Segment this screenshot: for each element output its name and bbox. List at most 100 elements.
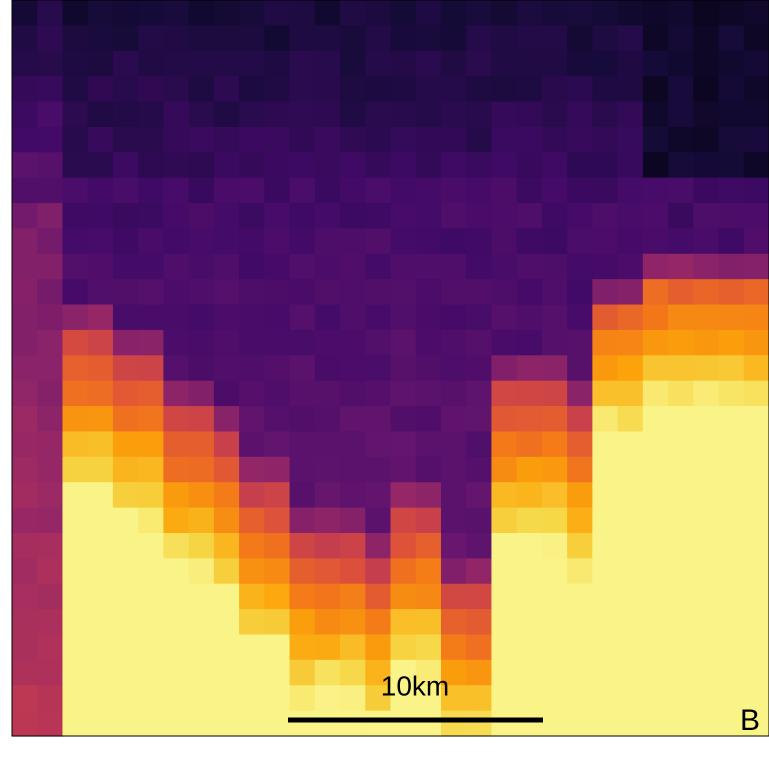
raster-cell [340,0,366,26]
raster-cell [138,76,164,102]
raster-cell [693,584,719,610]
raster-cell [719,279,745,305]
raster-cell [340,330,366,356]
raster-cell [466,558,492,584]
raster-cell [668,457,694,483]
raster-cell [693,533,719,559]
raster-cell [441,0,467,26]
raster-cell [365,634,391,660]
raster-cell [693,178,719,204]
raster-cell [214,127,240,153]
raster-cell [391,203,417,229]
raster-cell [12,381,38,407]
raster-cell [668,584,694,610]
raster-cell [618,228,644,254]
raster-cell [214,228,240,254]
raster-cell [693,355,719,381]
raster-cell [592,330,618,356]
raster-cell [290,355,316,381]
raster-cell [365,127,391,153]
raster-cell [643,609,669,635]
raster-cell [491,381,517,407]
raster-cell [12,584,38,610]
raster-cell [466,254,492,280]
raster-cell [466,584,492,610]
raster-cell [163,254,189,280]
raster-cell [643,584,669,610]
raster-cell [163,584,189,610]
raster-cell [542,584,568,610]
raster-cell [517,660,543,686]
raster-cell [466,685,492,711]
raster-cell [491,203,517,229]
raster-cell [37,457,63,483]
raster-cell [214,558,240,584]
raster-cell [668,178,694,204]
raster-cell [744,152,769,178]
raster-cell [264,660,290,686]
raster-cell [693,431,719,457]
raster-cell [340,51,366,77]
raster-cell [315,660,341,686]
raster-cell [517,406,543,432]
raster-cell [542,634,568,660]
raster-cell [264,508,290,534]
raster-cell [315,76,341,102]
raster-cell [441,203,467,229]
raster-cell [441,406,467,432]
raster-cell [441,25,467,51]
raster-cell [668,152,694,178]
raster-cell [12,279,38,305]
raster-cell [37,355,63,381]
raster-cell [491,152,517,178]
raster-cell [37,711,63,737]
raster-cell [542,457,568,483]
raster-cell [290,381,316,407]
raster-cell [290,178,316,204]
raster-cell [62,406,88,432]
raster-cell [744,660,769,686]
raster-cell [214,685,240,711]
raster-cell [88,431,114,457]
raster-cell [542,609,568,635]
raster-cell [12,228,38,254]
raster-cell [668,102,694,128]
raster-cell [567,558,593,584]
raster-cell [466,51,492,77]
raster-cell [239,76,265,102]
raster-cell [37,584,63,610]
raster-cell [542,51,568,77]
panel-label: B [740,704,760,737]
raster-cell [290,127,316,153]
raster-cell [517,203,543,229]
raster-cell [239,279,265,305]
raster-cell [214,355,240,381]
raster-cell [618,279,644,305]
raster-cell [37,76,63,102]
raster-cell [744,178,769,204]
raster-cell [391,406,417,432]
raster-cell [88,482,114,508]
raster-cell [693,381,719,407]
raster-cell [618,584,644,610]
raster-cell [315,457,341,483]
raster-cell [264,178,290,204]
raster-cell [567,76,593,102]
raster-cell [668,254,694,280]
raster-cell [37,431,63,457]
raster-cell [391,330,417,356]
raster-cell [719,127,745,153]
raster-cell [214,203,240,229]
raster-cell [88,685,114,711]
raster-cell [113,508,139,534]
raster-cell [62,102,88,128]
raster-cell [315,533,341,559]
raster-cell [239,0,265,26]
raster-cell [618,0,644,26]
raster-cell [365,203,391,229]
raster-cell [315,355,341,381]
raster-cell [37,609,63,635]
raster-cell [239,203,265,229]
raster-cell [37,152,63,178]
raster-cell [315,381,341,407]
